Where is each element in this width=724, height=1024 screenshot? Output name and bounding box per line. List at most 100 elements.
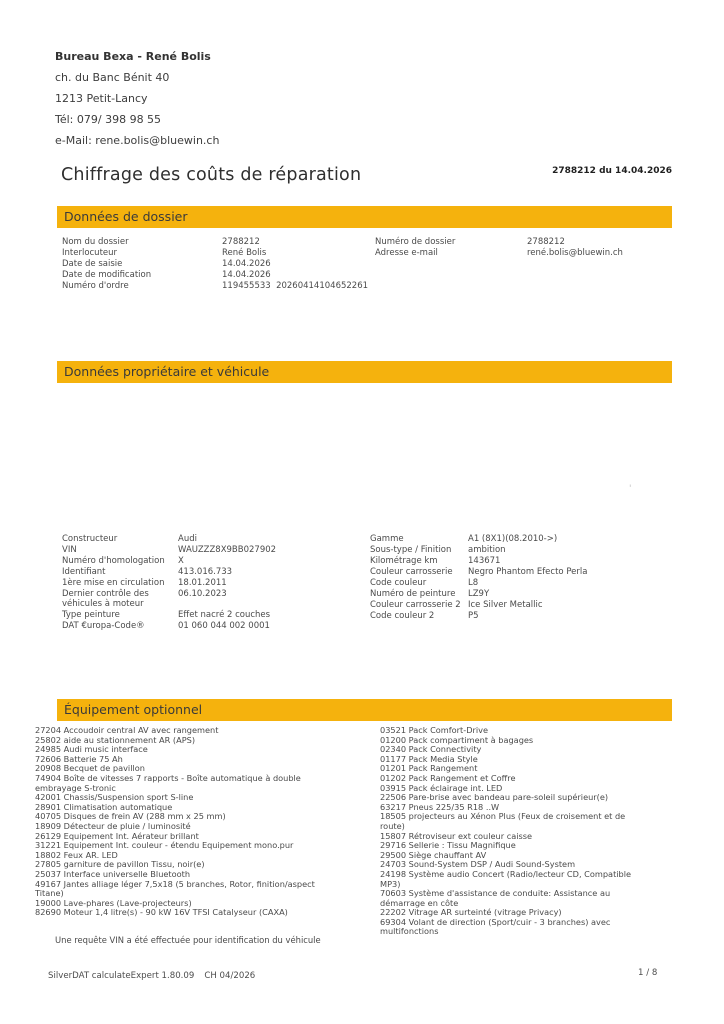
field-label: Nom du dossier <box>62 237 129 247</box>
field-label: Constructeur <box>62 534 118 544</box>
field-row: Kilométrage km 143671 <box>370 556 672 566</box>
vehicle-fields-left: Constructeur Audi VIN WAUZZZ8X9BB027902 … <box>62 534 370 632</box>
equipment-item: 25037 Interface universelle Bluetooth <box>35 868 191 879</box>
sender-email: e-Mail: rene.bolis@bluewin.ch <box>55 134 220 147</box>
equipment-item: 15807 Rétroviseur ext couleur caisse <box>380 830 533 841</box>
equipment-item: 02340 Pack Connectivity <box>380 744 482 755</box>
field-value: 119455533 20260414104652261 <box>222 281 369 291</box>
field-label: Type peinture <box>62 610 120 620</box>
dossier-fields-left: Nom du dossier 2788212 Interlocuteur Ren… <box>62 237 375 292</box>
equipment-item: 72606 Batterie 75 Ah <box>35 753 123 764</box>
field-value: Audi <box>178 534 197 544</box>
equipment-item: 63217 Pneus 225/35 R18 ..W <box>380 801 500 812</box>
field-value: rené.bolis@bluewin.ch <box>527 248 623 258</box>
field-row: Numéro d'homologation X <box>62 556 370 566</box>
equipment-item: 24703 Sound-System DSP / Audi Sound-Syst… <box>380 859 576 870</box>
page-title: Chiffrage des coûts de réparation <box>61 165 362 185</box>
equipment-item: 27805 garniture de pavillon Tissu, noir(… <box>35 859 205 870</box>
field-row: Numéro de dossier 2788212 <box>375 237 672 247</box>
sender-street: ch. du Banc Bénit 40 <box>55 71 170 84</box>
field-value: 143671 <box>468 556 501 566</box>
field-label: Interlocuteur <box>62 248 118 258</box>
field-value: 18.01.2011 <box>178 578 227 588</box>
equipment-item: 42001 Chassis/Suspension sport S-line <box>35 792 194 803</box>
field-row: Date de modification 14.04.2026 <box>62 270 375 280</box>
field-label: Date de saisie <box>62 259 123 269</box>
field-label: Identifiant <box>62 567 106 577</box>
dossier-fields-right: Numéro de dossier 2788212 Adresse e-mail… <box>375 237 672 292</box>
equipment-item: 25802 aide au stationnement AR (APS) <box>35 734 196 745</box>
equipment-list: 27204 Accoudoir central AV avec rangemen… <box>35 725 689 937</box>
field-row: Interlocuteur René Bolis <box>62 248 375 258</box>
section-title-vehicle: Données propriétaire et véhicule <box>64 364 270 379</box>
equipment-item: 70603 Système d'assistance de conduite: … <box>380 888 611 908</box>
field-label: Numéro d'ordre <box>62 281 129 291</box>
field-value: 14.04.2026 <box>222 259 271 269</box>
equipment-item: 18909 Détecteur de pluie / luminosité <box>35 820 191 831</box>
field-label: Adresse e-mail <box>375 248 438 258</box>
field-value: 2788212 <box>527 237 565 247</box>
equipment-item: 40705 Disques de frein AV (288 mm x 25 m… <box>35 811 226 822</box>
dossier-fields: Nom du dossier 2788212 Interlocuteur Ren… <box>62 237 672 292</box>
equipment-item: 29716 Sellerie : Tissu Magnifique <box>380 840 516 851</box>
field-row: 1ère mise en circulation 18.01.2011 <box>62 578 370 588</box>
field-row: Couleur carrosserie Negro Phantom Efecto… <box>370 567 672 577</box>
field-value: X <box>178 556 184 566</box>
field-value: P5 <box>468 611 479 621</box>
field-value: Effet nacré 2 couches <box>178 610 271 620</box>
equipment-item: 01202 Pack Rangement et Coffre <box>380 772 516 783</box>
section-title-dossier: Données de dossier <box>64 209 188 224</box>
footer-country-version: CH 04/2026 <box>204 971 256 981</box>
field-value: LZ9Y <box>468 589 490 599</box>
field-label: Dernier contrôle des véhicules à moteur <box>62 589 149 609</box>
field-label: Couleur carrosserie 2 <box>370 600 461 610</box>
field-label: Couleur carrosserie <box>370 567 453 577</box>
equipment-item: 28901 Climatisation automatique <box>35 801 173 812</box>
equipment-item: 19000 Lave-phares (Lave-projecteurs) <box>35 897 192 908</box>
equipment-item: 01201 Pack Rangement <box>380 763 478 774</box>
field-row: Constructeur Audi <box>62 534 370 544</box>
vin-request-note: Une requête VIN a été effectuée pour ide… <box>55 935 321 945</box>
field-value: 01 060 044 002 0001 <box>178 621 270 631</box>
field-row: Code couleur 2 P5 <box>370 611 672 621</box>
field-label: 1ère mise en circulation <box>62 578 165 588</box>
equipment-item: 18802 Feux AR. LED <box>35 849 118 860</box>
field-row: VIN WAUZZZ8X9BB027902 <box>62 545 370 555</box>
field-row: Adresse e-mail rené.bolis@bluewin.ch <box>375 248 672 258</box>
section-header-equipment: Équipement optionnel <box>57 699 672 721</box>
field-row: Identifiant 413.016.733 <box>62 567 370 577</box>
equipment-item: 22202 Vitrage AR surteinté (vitrage Priv… <box>380 907 562 918</box>
field-row: Nom du dossier 2788212 <box>62 237 375 247</box>
page-number: 1 / 8 <box>638 968 658 978</box>
field-value: 06.10.2023 <box>178 589 227 599</box>
section-header-vehicle: Données propriétaire et véhicule <box>57 361 672 383</box>
equipment-item: 24985 Audi music interface <box>35 744 148 755</box>
equipment-column-right: 03521 Pack Comfort-Drive 01200 Pack comp… <box>380 725 652 937</box>
equipment-item: 20908 Becquet de pavillon <box>35 763 145 774</box>
sender-block: Bureau Bexa - René Bolis ch. du Banc Bén… <box>55 46 219 151</box>
field-row: Couleur carrosserie 2 Ice Silver Metalli… <box>370 600 672 610</box>
field-value: ambition <box>468 545 506 555</box>
field-row: Dernier contrôle des véhicules à moteur … <box>62 589 370 609</box>
equipment-item: 27204 Accoudoir central AV avec rangemen… <box>35 725 219 735</box>
field-row: Sous-type / Finition ambition <box>370 545 672 555</box>
field-label: Gamme <box>370 534 404 544</box>
document-reference: 2788212 du 14.04.2026 <box>552 166 672 176</box>
field-row: Gamme A1 (8X1)(08.2010->) <box>370 534 672 544</box>
equipment-item: 29500 Siège chauffant AV <box>380 849 487 860</box>
field-row: Date de saisie 14.04.2026 <box>62 259 375 269</box>
field-label: Numéro d'homologation <box>62 556 165 566</box>
field-value: René Bolis <box>222 248 267 258</box>
equipment-item: 01177 Pack Media Style <box>380 753 478 764</box>
field-value: Negro Phantom Efecto Perla <box>468 567 588 577</box>
field-row: Type peinture Effet nacré 2 couches <box>62 610 370 620</box>
stray-mark: ' <box>629 484 632 494</box>
equipment-item: 69304 Volant de direction (Sport/cuir - … <box>380 916 611 937</box>
field-value: 14.04.2026 <box>222 270 271 280</box>
field-label: Code couleur <box>370 578 427 588</box>
equipment-item: 22506 Pare-brise avec bandeau pare-solei… <box>380 792 609 803</box>
vehicle-fields-right: Gamme A1 (8X1)(08.2010->) Sous-type / Fi… <box>370 534 672 632</box>
field-row: Numéro de peinture LZ9Y <box>370 589 672 599</box>
field-label: Code couleur 2 <box>370 611 435 621</box>
footer-app-info: SilverDAT calculateExpert 1.80.09 CH 04/2… <box>48 971 255 981</box>
